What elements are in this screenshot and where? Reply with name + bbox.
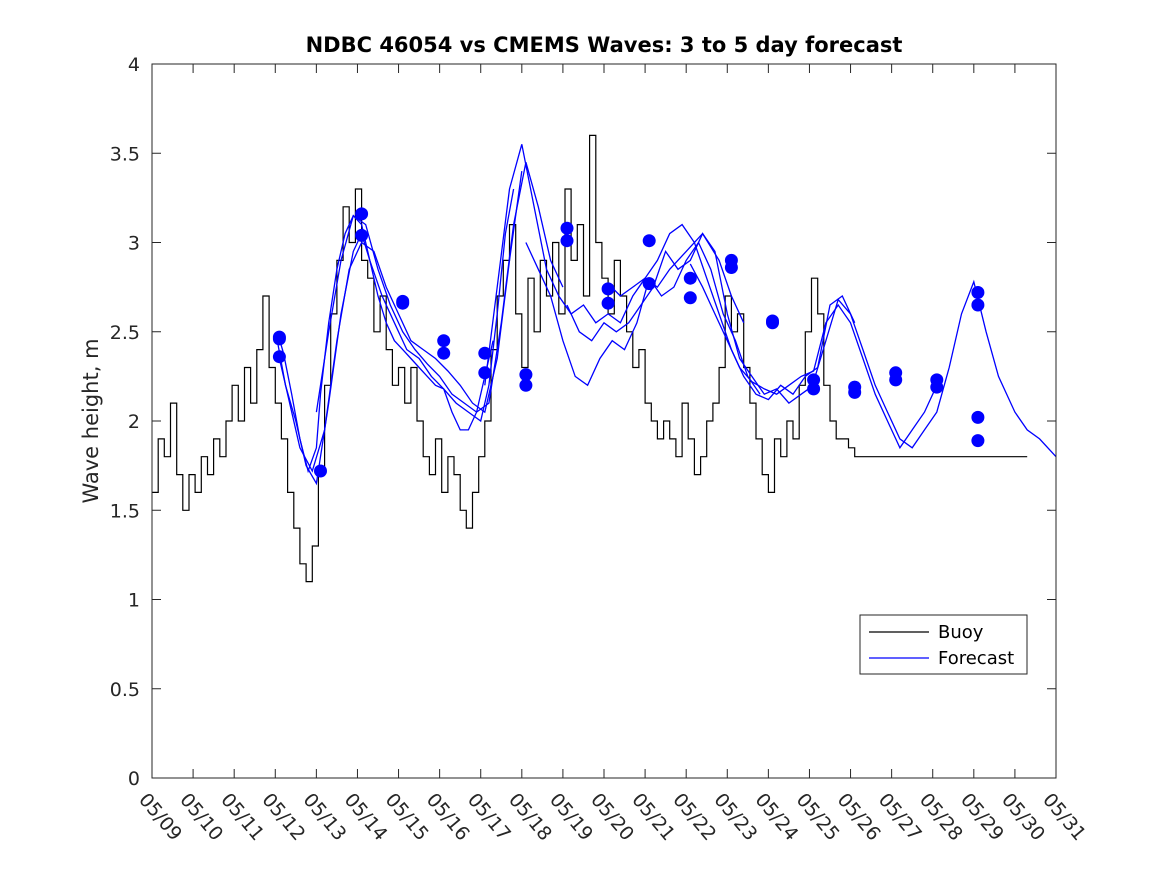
forecast-marker (519, 378, 533, 392)
forecast-line-8 (689, 263, 938, 450)
y-tick-label: 2 (128, 411, 140, 433)
forecast-marker (971, 298, 985, 312)
forecast-marker (683, 271, 697, 285)
forecast-marker (355, 228, 369, 242)
chart-title: NDBC 46054 vs CMEMS Waves: 3 to 5 day fo… (306, 33, 903, 57)
forecast-marker (437, 334, 451, 348)
forecast-marker (889, 373, 903, 387)
y-tick-label: 3.5 (110, 143, 140, 165)
legend: Buoy Forecast (859, 614, 1028, 675)
forecast-marker (971, 286, 985, 299)
forecast-marker (724, 261, 738, 274)
legend-forecast-label: Forecast (938, 648, 1014, 669)
forecast-marker (560, 234, 574, 248)
y-tick-label: 4 (128, 54, 140, 76)
forecast-marker (272, 332, 286, 346)
forecast-line-1 (276, 188, 515, 486)
legend-buoy-label: Buoy (938, 622, 984, 643)
forecast-marker (355, 207, 369, 221)
forecast-marker (601, 296, 615, 310)
y-tick-label: 1 (128, 590, 140, 612)
forecast-marker (807, 382, 821, 396)
forecast-marker (766, 316, 779, 330)
forecast-marker (642, 277, 656, 291)
forecast-marker (396, 296, 410, 310)
forecast-marker (642, 234, 656, 248)
forecast-marker (478, 346, 492, 360)
forecast-marker (848, 385, 862, 399)
forecast-marker (272, 350, 286, 364)
forecast-line-9 (812, 279, 1057, 458)
y-tick-label: 2.5 (110, 322, 140, 344)
forecast-marker (519, 368, 533, 382)
forecast-line-6 (566, 232, 814, 404)
y-tick-label: 0 (128, 768, 140, 790)
forecast-line-5 (525, 241, 761, 395)
forecast-marker (683, 291, 697, 305)
forecast-line-0 (276, 214, 494, 474)
y-tick-label: 3 (128, 233, 140, 255)
forecast-marker (807, 373, 821, 387)
y-tick-label: 1.5 (110, 500, 140, 522)
forecast-marker (437, 346, 451, 360)
forecast-marker (478, 366, 492, 380)
legend-box (859, 614, 1028, 675)
forecast-marker (971, 410, 985, 424)
forecast-marker (601, 282, 615, 296)
y-axis-label: Wave height, m (79, 338, 103, 503)
forecast-marker (971, 434, 985, 448)
y-tick-label: 0.5 (110, 679, 140, 701)
buoy-line (152, 134, 1028, 583)
forecast-line-4 (484, 144, 745, 386)
forecast-marker (930, 380, 944, 394)
forecast-marker (560, 221, 574, 235)
forecast-marker (314, 464, 327, 478)
